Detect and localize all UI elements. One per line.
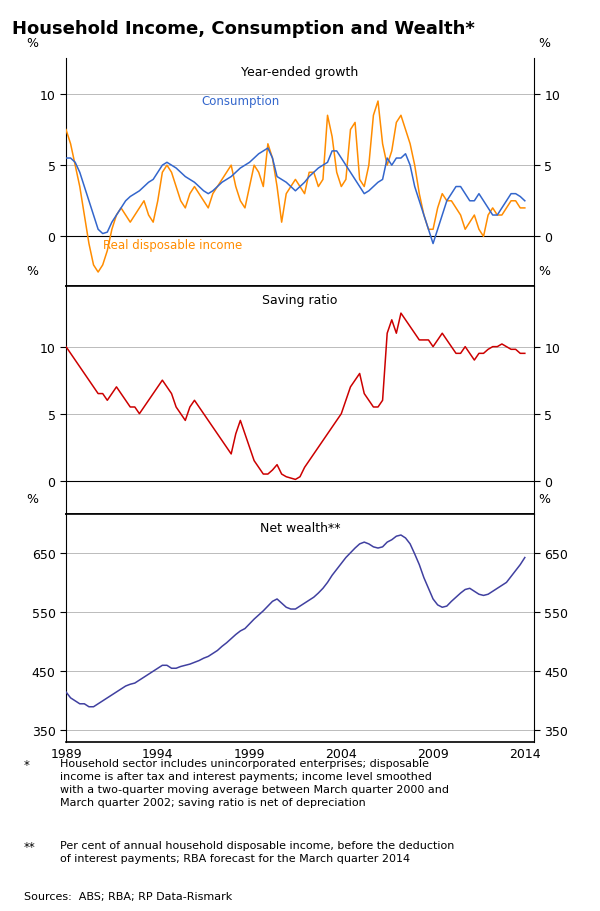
Text: %: % (539, 265, 551, 278)
Text: %: % (26, 37, 38, 50)
Text: %: % (539, 493, 551, 506)
Text: Year-ended growth: Year-ended growth (241, 67, 359, 79)
Text: Saving ratio: Saving ratio (262, 293, 338, 307)
Text: **: ** (24, 840, 36, 853)
Text: Household Income, Consumption and Wealth*: Household Income, Consumption and Wealth… (12, 20, 475, 38)
Text: *: * (24, 758, 30, 771)
Text: Per cent of annual household disposable income, before the deduction
of interest: Per cent of annual household disposable … (60, 840, 454, 863)
Text: Net wealth**: Net wealth** (260, 521, 340, 535)
Text: Sources:  ABS; RBA; RP Data-Rismark: Sources: ABS; RBA; RP Data-Rismark (24, 891, 232, 901)
Text: %: % (26, 493, 38, 506)
Text: Real disposable income: Real disposable income (103, 239, 242, 251)
Text: Household sector includes unincorporated enterprises; disposable
income is after: Household sector includes unincorporated… (60, 758, 449, 807)
Text: %: % (26, 265, 38, 278)
Text: Consumption: Consumption (202, 95, 280, 107)
Text: %: % (539, 37, 551, 50)
